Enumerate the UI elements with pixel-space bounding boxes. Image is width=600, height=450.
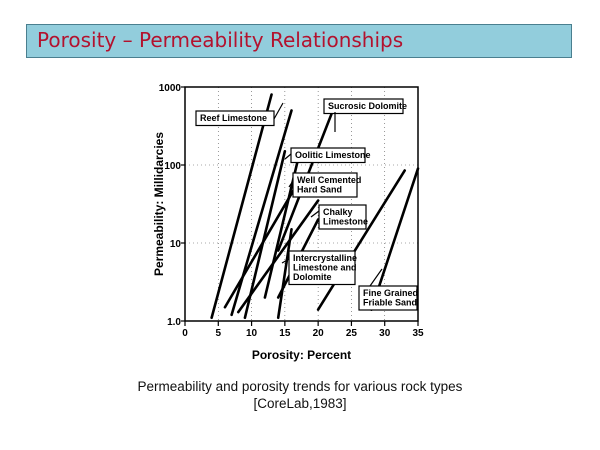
series-line: [243, 149, 287, 320]
series-line: [223, 181, 300, 309]
annotation-box: [318, 204, 367, 230]
annotation-label: Chalky: [323, 207, 353, 217]
annotation-leader: [273, 102, 284, 120]
caption-line-1: Permeability and porosity trends for var…: [137, 379, 463, 394]
x-tick-label: 5: [216, 328, 222, 339]
x-tick-label: 10: [246, 328, 258, 339]
series-line: [316, 169, 406, 311]
annotation-leader: [288, 180, 294, 188]
annotation-label: Dolomite: [293, 272, 332, 282]
x-tick-label: 30: [379, 328, 391, 339]
annotation-box: [292, 172, 358, 198]
y-tick-label: 10: [170, 239, 182, 250]
annotation-label: Limestone: [323, 217, 368, 227]
x-tick-label: 35: [412, 328, 424, 339]
y-axis-label: Permeability: Millidarcies: [152, 132, 166, 276]
x-tick-label: 0: [182, 328, 188, 339]
annotation-label: Reef Limestone: [200, 113, 267, 123]
x-axis-label: Porosity: Percent: [252, 348, 351, 362]
annotation-box: [290, 147, 366, 164]
annotation-label: Oolitic Limestone: [295, 150, 371, 160]
annotation-box: [358, 285, 418, 311]
annotation-label: Intercrystalline: [293, 253, 357, 263]
annotation-box: [323, 98, 404, 115]
annotation-box: [288, 250, 356, 286]
annotation-leader: [281, 258, 290, 264]
slide-title-bar: Porosity – Permeability Relationships: [26, 24, 572, 58]
series-line: [276, 227, 293, 320]
annotation-leader: [369, 268, 383, 287]
annotation-label: Fine Grained: [363, 288, 418, 298]
y-tick-label: 100: [164, 161, 181, 172]
annotation-leader: [310, 210, 320, 218]
x-tick-label: 15: [279, 328, 291, 339]
annotation-label: Hard Sand: [297, 185, 342, 195]
series-line: [210, 93, 273, 320]
annotation-label: Sucrosic Dolomite: [328, 101, 407, 111]
annotation-label: Well Cemented: [297, 175, 361, 185]
x-tick-label: 20: [313, 328, 325, 339]
annotation-leader: [284, 153, 292, 160]
plot-frame: [184, 86, 419, 322]
y-tick-label: 1.0: [167, 317, 181, 328]
annotation-label: Friable Sand: [363, 298, 417, 308]
caption-line-2: [CoreLab,1983]: [253, 396, 347, 411]
x-tick-label: 25: [346, 328, 358, 339]
annotation-label: Limestone and: [293, 263, 357, 273]
series-line: [236, 199, 320, 314]
y-tick-label: 1000: [159, 83, 182, 94]
slide-title: Porosity – Permeability Relationships: [37, 28, 404, 52]
